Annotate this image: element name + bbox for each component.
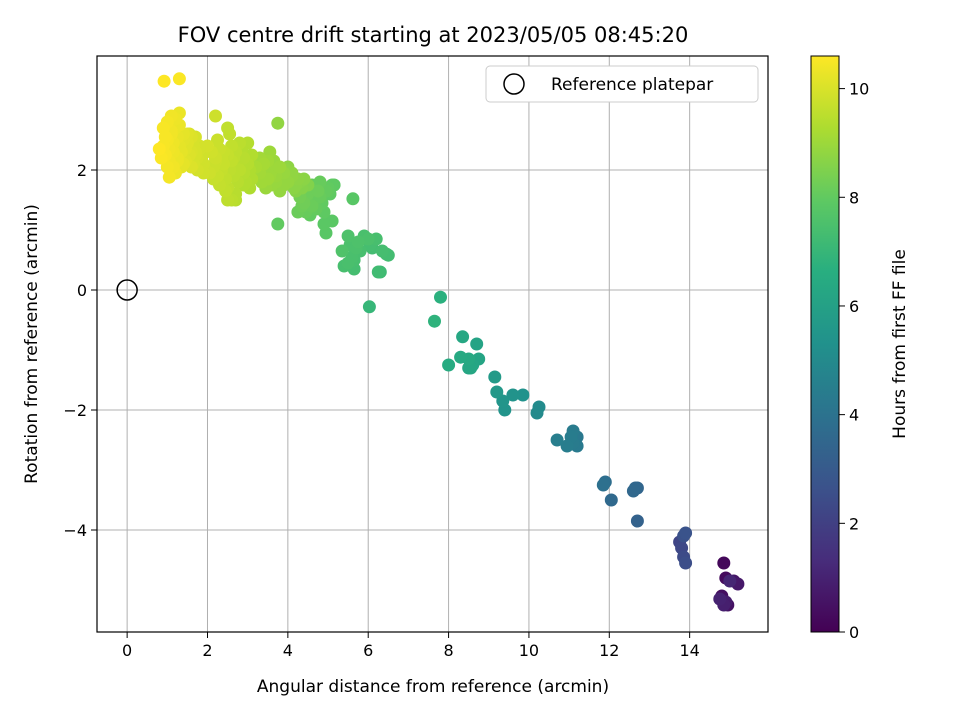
data-point — [211, 133, 224, 147]
colorbar-tick-label: 8 — [849, 188, 859, 207]
data-point — [172, 72, 186, 86]
legend-box — [485, 65, 759, 103]
reference-platepar-marker — [116, 279, 138, 301]
data-point — [152, 142, 166, 156]
data-point — [532, 400, 546, 414]
x-axis-label: Angular distance from reference (arcmin) — [257, 677, 609, 697]
data-point — [713, 592, 727, 606]
colorbar-tick-label: 2 — [849, 514, 859, 533]
colorbar-tick-label: 6 — [849, 297, 859, 316]
data-point — [596, 478, 610, 492]
data-point — [351, 235, 365, 249]
data-point — [560, 439, 574, 453]
legend-entry: Reference platepar — [551, 75, 713, 95]
y-tick-label: 2 — [77, 161, 87, 180]
legend: Reference platepar — [485, 65, 759, 103]
data-point — [626, 484, 640, 498]
data-point — [490, 385, 504, 399]
y-axis-ticks: 2 0 −2 −4 — [63, 161, 97, 540]
data-point — [516, 388, 530, 402]
x-tick-label: 8 — [443, 641, 453, 660]
plot-area — [96, 55, 769, 633]
x-tick-label: 6 — [363, 641, 373, 660]
data-point — [462, 361, 476, 375]
data-point — [442, 358, 456, 372]
y-tick-label: 0 — [77, 281, 87, 300]
data-point — [273, 160, 287, 174]
data-point — [271, 217, 285, 231]
x-tick-label: 2 — [202, 641, 212, 660]
data-point — [346, 192, 360, 206]
data-point — [717, 556, 731, 570]
chart-title: FOV centre drift starting at 2023/05/05 … — [178, 23, 689, 47]
data-point — [723, 574, 737, 588]
data-point — [157, 74, 171, 88]
y-tick-label: −2 — [63, 401, 87, 420]
data-point — [604, 493, 618, 507]
y-axis-label: Rotation from reference (arcmin) — [22, 204, 42, 484]
x-tick-label: 4 — [283, 641, 293, 660]
x-tick-label: 0 — [122, 641, 132, 660]
data-point — [630, 514, 644, 528]
data-point — [679, 526, 693, 540]
data-point — [221, 121, 235, 135]
data-point — [488, 370, 502, 384]
colorbar-tick-label: 4 — [849, 406, 859, 425]
data-point — [428, 314, 441, 328]
data-point — [209, 109, 222, 123]
x-axis-ticks: 0 2 4 6 8 10 12 14 — [122, 632, 700, 660]
data-point — [550, 433, 564, 447]
data-point — [341, 256, 355, 270]
data-point — [361, 232, 375, 246]
data-point — [679, 556, 693, 570]
data-point — [341, 229, 355, 243]
data-point — [158, 130, 172, 144]
data-point — [271, 116, 285, 130]
data-point — [311, 184, 325, 198]
colorbar-tick-label: 0 — [849, 623, 859, 642]
data-point — [362, 300, 376, 314]
scatter-points — [152, 72, 745, 612]
colorbar-label: Hours from first FF file — [890, 249, 910, 439]
legend-marker-icon — [503, 73, 525, 95]
data-point — [335, 244, 349, 258]
x-tick-label: 10 — [519, 641, 539, 660]
data-point — [506, 388, 520, 402]
x-tick-label: 12 — [599, 641, 619, 660]
colorbar-tick-label: 10 — [849, 80, 869, 99]
data-point — [434, 290, 447, 304]
x-tick-label: 14 — [679, 641, 699, 660]
data-point — [375, 244, 389, 258]
colorbar — [810, 55, 840, 633]
data-point — [317, 217, 331, 231]
data-point — [371, 265, 385, 279]
data-point — [162, 170, 176, 184]
colorbar-ticks: 0 2 4 6 8 10 — [839, 80, 869, 642]
data-point — [470, 337, 484, 351]
y-tick-label: −4 — [63, 521, 87, 540]
data-point — [456, 330, 470, 344]
data-point — [454, 350, 468, 364]
